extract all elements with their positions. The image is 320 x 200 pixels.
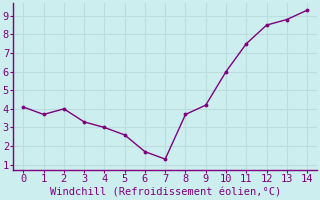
X-axis label: Windchill (Refroidissement éolien,°C): Windchill (Refroidissement éolien,°C) — [50, 187, 281, 197]
